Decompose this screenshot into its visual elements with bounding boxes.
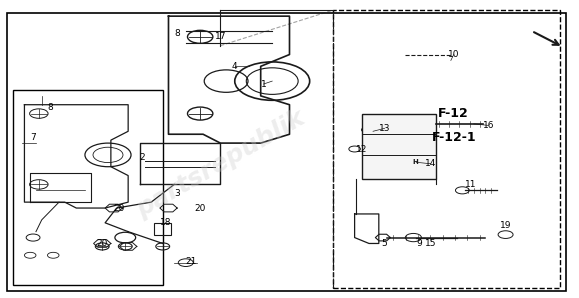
Text: 16: 16 bbox=[482, 121, 494, 130]
Bar bbox=[13, 90, 163, 285]
Text: 8: 8 bbox=[47, 103, 53, 112]
Text: 10: 10 bbox=[448, 50, 460, 59]
Text: 21: 21 bbox=[186, 257, 197, 266]
Text: 20: 20 bbox=[114, 204, 125, 212]
Text: 2: 2 bbox=[140, 153, 145, 162]
Text: 4: 4 bbox=[232, 62, 237, 71]
Bar bbox=[361, 114, 437, 179]
Text: 19: 19 bbox=[500, 221, 511, 230]
Text: 14: 14 bbox=[425, 159, 437, 168]
Text: F-12-1: F-12-1 bbox=[431, 131, 476, 144]
Text: 5: 5 bbox=[382, 239, 387, 248]
Text: 12: 12 bbox=[356, 145, 367, 153]
Bar bbox=[154, 223, 171, 235]
Text: 1: 1 bbox=[261, 80, 266, 89]
Text: H: H bbox=[412, 159, 418, 165]
Text: partsrepublik: partsrepublik bbox=[132, 106, 309, 222]
Text: 7: 7 bbox=[30, 133, 36, 142]
Text: F-12: F-12 bbox=[438, 107, 469, 120]
Text: 20: 20 bbox=[97, 239, 108, 248]
Text: 9: 9 bbox=[416, 239, 422, 248]
Text: 20: 20 bbox=[195, 204, 206, 212]
Text: 17: 17 bbox=[215, 32, 226, 41]
Text: 8: 8 bbox=[174, 30, 180, 38]
Text: 13: 13 bbox=[379, 124, 390, 133]
Bar bbox=[333, 10, 560, 288]
Text: 11: 11 bbox=[466, 180, 477, 189]
Text: 3: 3 bbox=[174, 189, 180, 198]
Text: 15: 15 bbox=[425, 239, 437, 248]
Text: 18: 18 bbox=[160, 218, 171, 227]
